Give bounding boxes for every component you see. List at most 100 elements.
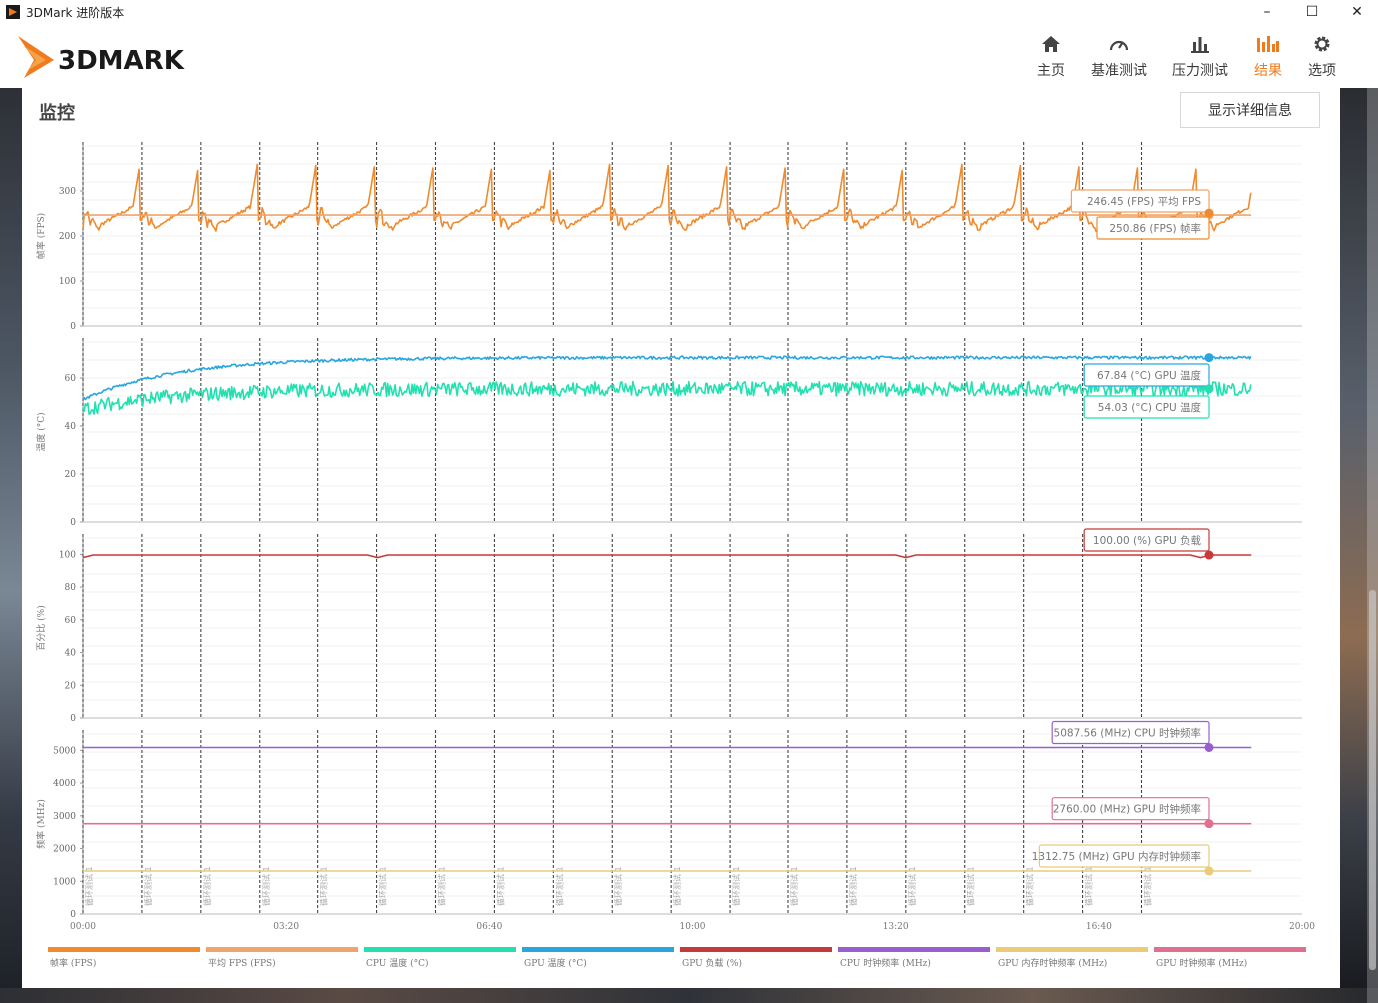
callout-box (1083, 528, 1210, 552)
callout-box (1083, 395, 1210, 419)
x-tick-label: 16:40 (1086, 922, 1112, 932)
y-tick-label: 300 (59, 187, 76, 197)
series-line (82, 355, 1252, 401)
y-tick-label: 2000 (53, 845, 76, 855)
callout-dot (1204, 353, 1214, 363)
legend-label: GPU 负载 (%) (682, 957, 742, 969)
y-tick-label: 20 (65, 681, 77, 691)
loop-marker-label: 循环测试 1 (436, 866, 446, 906)
y-axis-label: 帧率 (FPS) (35, 213, 47, 259)
y-tick-label: 60 (65, 374, 77, 384)
legend-label: CPU 时钟频率 (MHz) (840, 957, 931, 969)
loop-marker-label: 循环测试 1 (319, 866, 329, 906)
loop-marker-label: 循环测试 1 (613, 866, 623, 906)
results-icon (1256, 32, 1280, 56)
y-tick-label: 100 (59, 277, 76, 287)
callout-box (1051, 797, 1210, 821)
loop-marker-label: 循环测试 1 (378, 866, 388, 906)
series-line (82, 554, 1252, 559)
loop-marker-label: 循环测试 1 (1025, 866, 1035, 906)
y-axis-label: 温度 (°C) (35, 412, 47, 451)
nav-benchmark[interactable]: 基准测试 (1086, 32, 1152, 84)
legend-label: GPU 内存时钟频率 (MHz) (998, 957, 1107, 969)
loop-marker-label: 循环测试 1 (1084, 866, 1094, 906)
callout-box (1083, 363, 1210, 387)
legend-swatch (838, 947, 990, 952)
app-header: 3DMARK 主页 基准测试 压力测试 结果 选项 (0, 24, 1378, 88)
legend-swatch (680, 947, 832, 952)
legend-swatch (522, 947, 674, 952)
app-icon (6, 5, 20, 19)
callout-label: 246.45 (FPS) 平均 FPS (1087, 196, 1201, 208)
y-tick-label: 0 (70, 322, 76, 332)
gauge-icon (1107, 32, 1131, 56)
series-line (82, 163, 1252, 233)
loop-marker-label: 循环测试 1 (1142, 866, 1152, 906)
y-tick-label: 3000 (53, 812, 76, 822)
scrollbar-thumb[interactable] (1369, 590, 1376, 970)
loop-marker-label: 循环测试 1 (907, 866, 917, 906)
y-tick-label: 40 (65, 422, 77, 432)
nav-home-label: 主页 (1037, 63, 1065, 79)
legend-swatch (48, 947, 200, 952)
callout-box (1038, 844, 1210, 868)
callout-dot (1204, 550, 1214, 560)
close-button[interactable]: ✕ (1351, 4, 1363, 20)
callout-dot (1204, 819, 1214, 829)
y-tick-label: 200 (59, 232, 76, 242)
maximize-button[interactable]: ☐ (1305, 4, 1319, 20)
loop-marker-label: 循环测试 1 (966, 866, 976, 906)
loop-marker-label: 循环测试 1 (84, 866, 94, 906)
y-axis-label: 百分比 (%) (35, 605, 47, 650)
y-tick-label: 20 (65, 470, 77, 480)
x-tick-label: 03:20 (273, 922, 299, 932)
legend-label: CPU 温度 (°C) (366, 957, 429, 969)
loop-marker-label: 循环测试 1 (143, 866, 153, 906)
legend-swatch (1154, 947, 1306, 952)
callout-dot (1204, 208, 1214, 218)
monitoring-panel: 0 100 200 300 帧率 (FPS) 246.45 (FPS) 平均 FPS 250… (22, 88, 1340, 988)
callout-label: 250.86 (FPS) 帧率 (1109, 222, 1201, 235)
nav-options[interactable]: 选项 (1302, 32, 1342, 84)
y-tick-label: 40 (65, 649, 77, 659)
window-title: 3DMark 进阶版本 (26, 5, 125, 20)
panel-title: 监控 (39, 103, 75, 124)
x-tick-label: 20:00 (1289, 922, 1315, 932)
home-icon (1039, 32, 1063, 56)
loop-marker-label: 循环测试 1 (202, 866, 212, 906)
nav-results[interactable]: 结果 (1248, 32, 1288, 84)
nav-stress-test-label: 压力测试 (1172, 63, 1228, 79)
y-tick-label: 0 (70, 910, 76, 920)
y-tick-label: 1000 (53, 877, 76, 887)
minimize-button[interactable]: – (1263, 4, 1271, 20)
callout-box (1070, 189, 1210, 213)
title-bar: 3DMark 进阶版本 – ☐ ✕ (0, 0, 1378, 24)
y-axis-label: 频率 (MHz) (35, 799, 47, 849)
legend-swatch (206, 947, 358, 952)
callout-dot (1204, 866, 1214, 876)
callout-label: 67.84 (°C) GPU 温度 (1097, 369, 1202, 382)
nav-home[interactable]: 主页 (1026, 32, 1076, 84)
y-tick-label: 0 (70, 714, 76, 724)
series-line (82, 380, 1252, 416)
legend-swatch (364, 947, 516, 952)
callout-label: 54.03 (°C) CPU 温度 (1098, 401, 1202, 414)
y-tick-label: 80 (65, 583, 77, 593)
nav-benchmark-label: 基准测试 (1091, 63, 1147, 79)
loop-marker-label: 循环测试 1 (495, 866, 505, 906)
show-details-button[interactable]: 显示详细信息 (1180, 92, 1320, 128)
scrollbar-track[interactable] (1367, 88, 1378, 1003)
callout-label: 100.00 (%) GPU 负载 (1093, 534, 1202, 547)
3dmark-logo[interactable]: 3DMARK (14, 32, 214, 80)
background-art-bottom (0, 988, 1378, 1003)
callout-label: 2760.00 (MHz) GPU 时钟频率 (1053, 803, 1201, 816)
svg-text:3DMARK: 3DMARK (58, 46, 185, 76)
callout-box (1096, 216, 1210, 240)
nav-options-label: 选项 (1308, 63, 1336, 79)
loop-marker-label: 循环测试 1 (789, 866, 799, 906)
y-tick-label: 0 (70, 518, 76, 528)
legend-label: 平均 FPS (FPS) (208, 957, 276, 969)
legend-label: GPU 时钟频率 (MHz) (1156, 957, 1247, 969)
nav-stress-test[interactable]: 压力测试 (1167, 32, 1233, 84)
